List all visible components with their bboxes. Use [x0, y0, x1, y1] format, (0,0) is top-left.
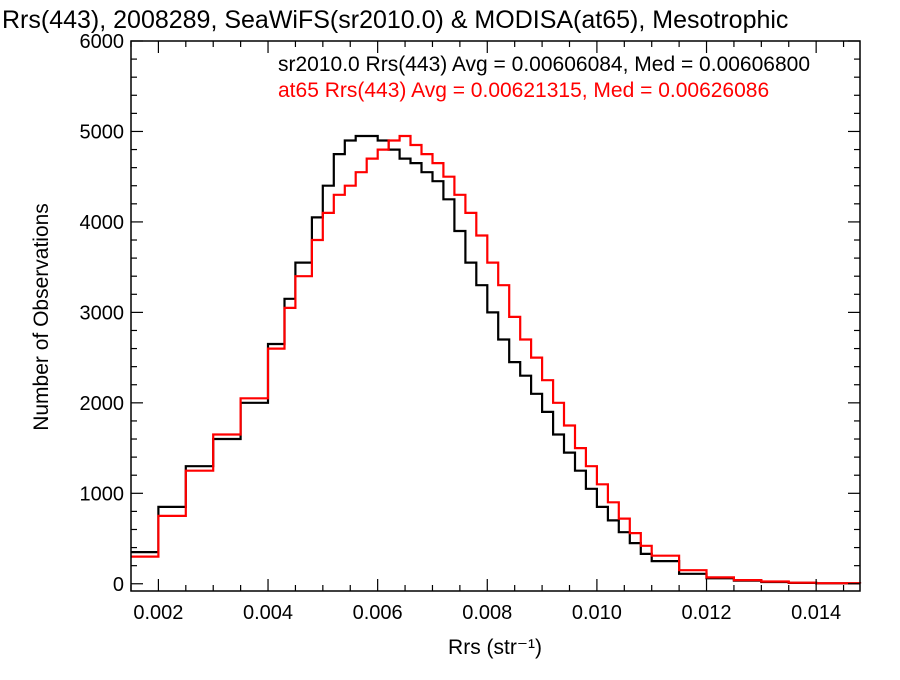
series-annotation-sr2010: sr2010.0 Rrs(443) Avg = 0.00606084, Med …	[278, 53, 810, 76]
series-annotation-at65: at65 Rrs(443) Avg = 0.00621315, Med = 0.…	[278, 79, 769, 102]
x-tick-label: 0.004	[243, 602, 293, 624]
x-tick-label: 0.012	[681, 602, 731, 624]
y-tick-label: 4000	[80, 212, 125, 234]
x-tick-label: 0.010	[572, 602, 622, 624]
y-tick-label: 6000	[80, 31, 125, 53]
x-tick-label: 0.014	[791, 602, 841, 624]
chart-title: Rrs(443), 2008289, SeaWiFS(sr2010.0) & M…	[2, 6, 788, 34]
y-axis-label: Number of Observations	[30, 203, 53, 431]
plot-frame	[130, 40, 861, 592]
y-tick-label: 3000	[80, 302, 125, 324]
y-tick-label: 5000	[80, 121, 125, 143]
y-tick-label: 0	[113, 574, 124, 596]
series-line-sr20100	[131, 134, 862, 585]
x-axis-label: Rrs (str⁻¹)	[448, 636, 542, 659]
x-tick-label: 0.002	[133, 602, 183, 624]
x-tick-label: 0.006	[353, 602, 403, 624]
plot-area	[130, 40, 862, 592]
y-tick-label: 1000	[80, 483, 125, 505]
series-line-at65	[131, 134, 862, 585]
x-tick-label: 0.008	[462, 602, 512, 624]
y-tick-label: 2000	[80, 393, 125, 415]
